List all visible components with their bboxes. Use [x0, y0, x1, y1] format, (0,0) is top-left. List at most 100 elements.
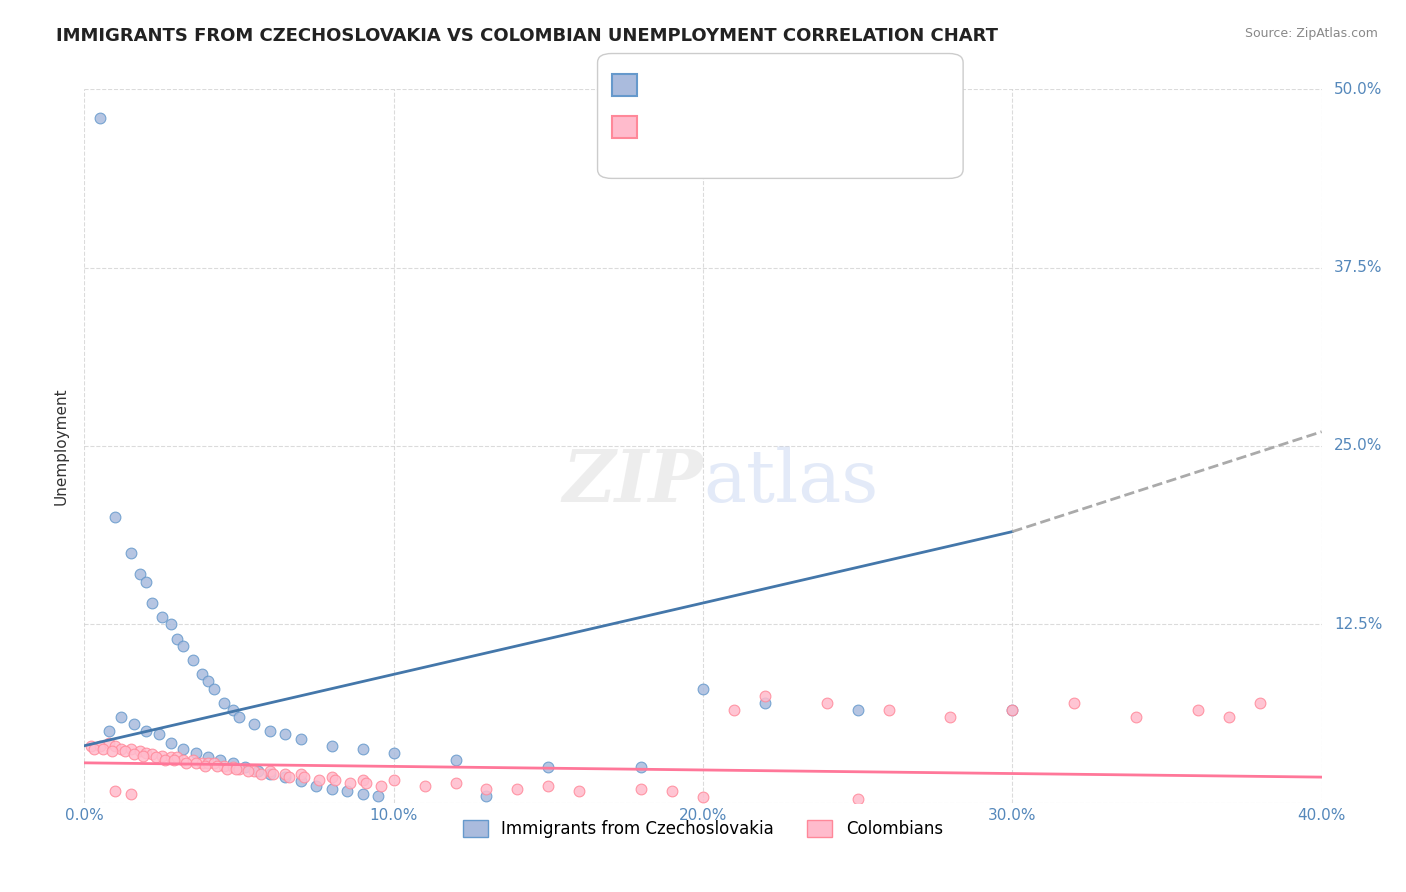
Point — [89, 111, 111, 125]
Point — [321, 770, 343, 784]
Point — [233, 760, 256, 774]
Point — [166, 750, 188, 764]
Point — [354, 776, 377, 790]
Point — [246, 764, 269, 779]
Point — [104, 784, 127, 798]
Point — [141, 747, 163, 762]
Point — [191, 756, 214, 770]
Point — [568, 784, 591, 798]
Point — [83, 741, 105, 756]
Point — [444, 753, 467, 767]
Point — [305, 779, 328, 793]
Point — [120, 546, 142, 560]
Text: N =: N = — [780, 78, 817, 97]
Point — [1125, 710, 1147, 724]
Point — [367, 789, 389, 803]
Point — [222, 756, 245, 770]
Point — [98, 724, 121, 739]
Text: 75: 75 — [844, 120, 870, 139]
Point — [191, 667, 214, 681]
Point — [290, 767, 312, 781]
Point — [163, 753, 186, 767]
Point — [91, 741, 114, 756]
Point — [181, 653, 204, 667]
Point — [197, 750, 219, 764]
Point — [630, 760, 652, 774]
Point — [135, 746, 157, 760]
Point — [141, 596, 163, 610]
Text: R =: R = — [628, 120, 665, 139]
Point — [150, 748, 173, 763]
Point — [172, 639, 194, 653]
Point — [120, 741, 142, 756]
Point — [104, 739, 127, 753]
Point — [1063, 696, 1085, 710]
Point — [222, 703, 245, 717]
Text: N =: N = — [780, 120, 817, 139]
Point — [754, 696, 776, 710]
Point — [939, 710, 962, 724]
Point — [321, 739, 343, 753]
Point — [129, 567, 152, 582]
Text: 12.5%: 12.5% — [1334, 617, 1382, 632]
Point — [135, 724, 157, 739]
Point — [184, 746, 207, 760]
Point — [290, 731, 312, 746]
Point — [110, 741, 132, 756]
Point — [160, 617, 183, 632]
Point — [172, 753, 194, 767]
Point — [815, 696, 838, 710]
Point — [209, 753, 232, 767]
Point — [249, 767, 271, 781]
Point — [723, 703, 745, 717]
Point — [101, 744, 124, 758]
Point — [243, 764, 266, 779]
Point — [277, 770, 299, 784]
Point — [692, 681, 714, 696]
Text: Source: ZipAtlas.com: Source: ZipAtlas.com — [1244, 27, 1378, 40]
Point — [1001, 703, 1024, 717]
Point — [160, 750, 183, 764]
Point — [212, 696, 235, 710]
Point — [160, 736, 183, 750]
Point — [89, 739, 111, 753]
Point — [207, 758, 229, 772]
Point — [1187, 703, 1209, 717]
Text: 0.211: 0.211 — [703, 78, 765, 97]
Point — [308, 772, 330, 787]
Point — [754, 689, 776, 703]
Point — [228, 762, 250, 776]
Point — [274, 767, 297, 781]
Point — [184, 756, 207, 770]
Text: atlas: atlas — [703, 446, 879, 517]
Point — [1218, 710, 1240, 724]
Point — [114, 744, 136, 758]
Point — [243, 717, 266, 731]
Y-axis label: Unemployment: Unemployment — [53, 387, 69, 505]
Text: 37.5%: 37.5% — [1334, 260, 1382, 275]
Point — [877, 703, 900, 717]
Point — [1249, 696, 1271, 710]
Point — [274, 770, 297, 784]
Point — [172, 741, 194, 756]
Point — [274, 727, 297, 741]
Point — [122, 717, 145, 731]
Point — [222, 760, 245, 774]
Point — [148, 727, 170, 741]
Point — [661, 784, 683, 798]
Point — [262, 767, 284, 781]
Point — [120, 787, 142, 801]
Point — [197, 756, 219, 770]
Legend: Immigrants from Czechoslovakia, Colombians: Immigrants from Czechoslovakia, Colombia… — [457, 813, 949, 845]
Text: IMMIGRANTS FROM CZECHOSLOVAKIA VS COLOMBIAN UNEMPLOYMENT CORRELATION CHART: IMMIGRANTS FROM CZECHOSLOVAKIA VS COLOMB… — [56, 27, 998, 45]
Point — [228, 710, 250, 724]
Point — [122, 747, 145, 762]
Point — [352, 741, 374, 756]
Point — [202, 756, 225, 770]
Point — [290, 774, 312, 789]
Point — [110, 710, 132, 724]
Point — [104, 510, 127, 524]
Text: -0.158: -0.158 — [703, 120, 773, 139]
Point — [846, 703, 869, 717]
Point — [197, 674, 219, 689]
